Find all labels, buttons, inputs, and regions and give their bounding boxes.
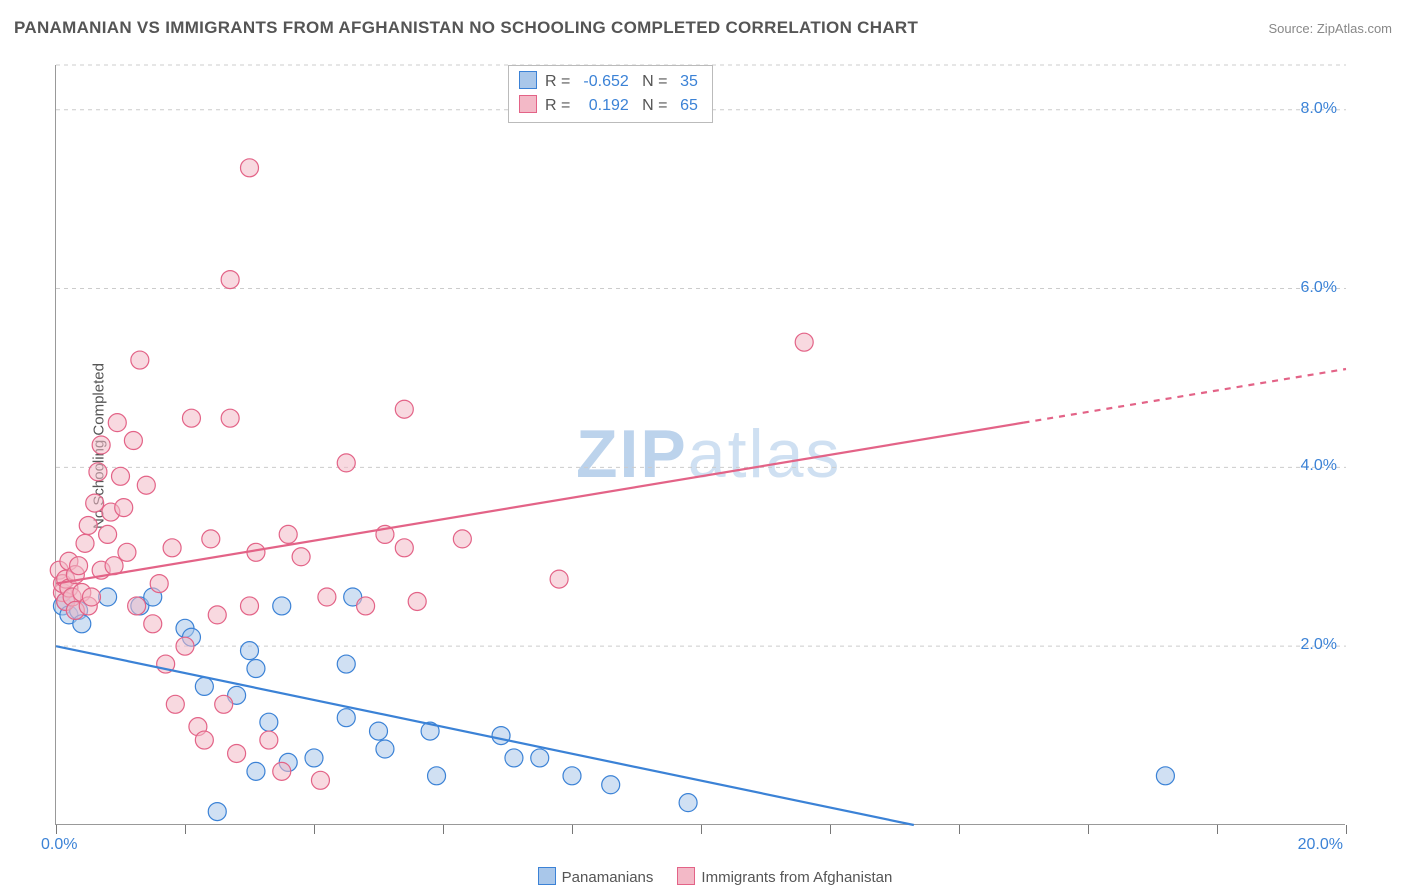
stat-r-value: 0.192 <box>575 94 629 118</box>
chart-area: ZIPatlas 0.0%20.0% 2.0%4.0%6.0%8.0% R = … <box>55 65 1345 825</box>
stats-row: R = 0.192 N = 65 <box>519 94 698 118</box>
legend-swatch <box>519 95 537 113</box>
x-axis-tick-label: 20.0% <box>1298 836 1343 854</box>
y-axis-tick-label: 2.0% <box>1301 636 1337 654</box>
x-tick <box>56 825 57 834</box>
stat-label: N = <box>642 97 672 114</box>
y-axis-tick-label: 6.0% <box>1301 279 1337 297</box>
x-tick <box>959 825 960 834</box>
stats-row: R = -0.652 N = 35 <box>519 70 698 94</box>
legend-swatch <box>538 867 556 885</box>
x-axis-tick-label: 0.0% <box>41 836 77 854</box>
x-tick <box>572 825 573 834</box>
stat-label: R = <box>545 73 575 90</box>
x-tick <box>830 825 831 834</box>
x-tick <box>701 825 702 834</box>
legend-label: Immigrants from Afghanistan <box>701 869 892 886</box>
y-axis-tick-label: 4.0% <box>1301 457 1337 475</box>
x-tick <box>443 825 444 834</box>
legend: Panamanians Immigrants from Afghanistan <box>0 867 1406 886</box>
stat-label: N = <box>642 73 672 90</box>
legend-swatch <box>519 71 537 89</box>
y-axis-tick-label: 8.0% <box>1301 100 1337 118</box>
stat-label: R = <box>545 97 575 114</box>
correlation-stats-box: R = -0.652 N = 35R = 0.192 N = 65 <box>508 65 713 123</box>
x-tick <box>1217 825 1218 834</box>
x-tick <box>1346 825 1347 834</box>
x-tick <box>185 825 186 834</box>
chart-title: PANAMANIAN VS IMMIGRANTS FROM AFGHANISTA… <box>14 18 918 38</box>
stat-n-value: 65 <box>672 94 698 118</box>
legend-label: Panamanians <box>562 869 654 886</box>
x-tick <box>314 825 315 834</box>
stat-n-value: 35 <box>672 70 698 94</box>
chart-header: PANAMANIAN VS IMMIGRANTS FROM AFGHANISTA… <box>14 18 1392 38</box>
scatter-plot <box>56 65 1346 825</box>
stat-r-value: -0.652 <box>575 70 629 94</box>
source-label: Source: ZipAtlas.com <box>1268 21 1392 36</box>
x-tick <box>1088 825 1089 834</box>
legend-swatch <box>677 867 695 885</box>
